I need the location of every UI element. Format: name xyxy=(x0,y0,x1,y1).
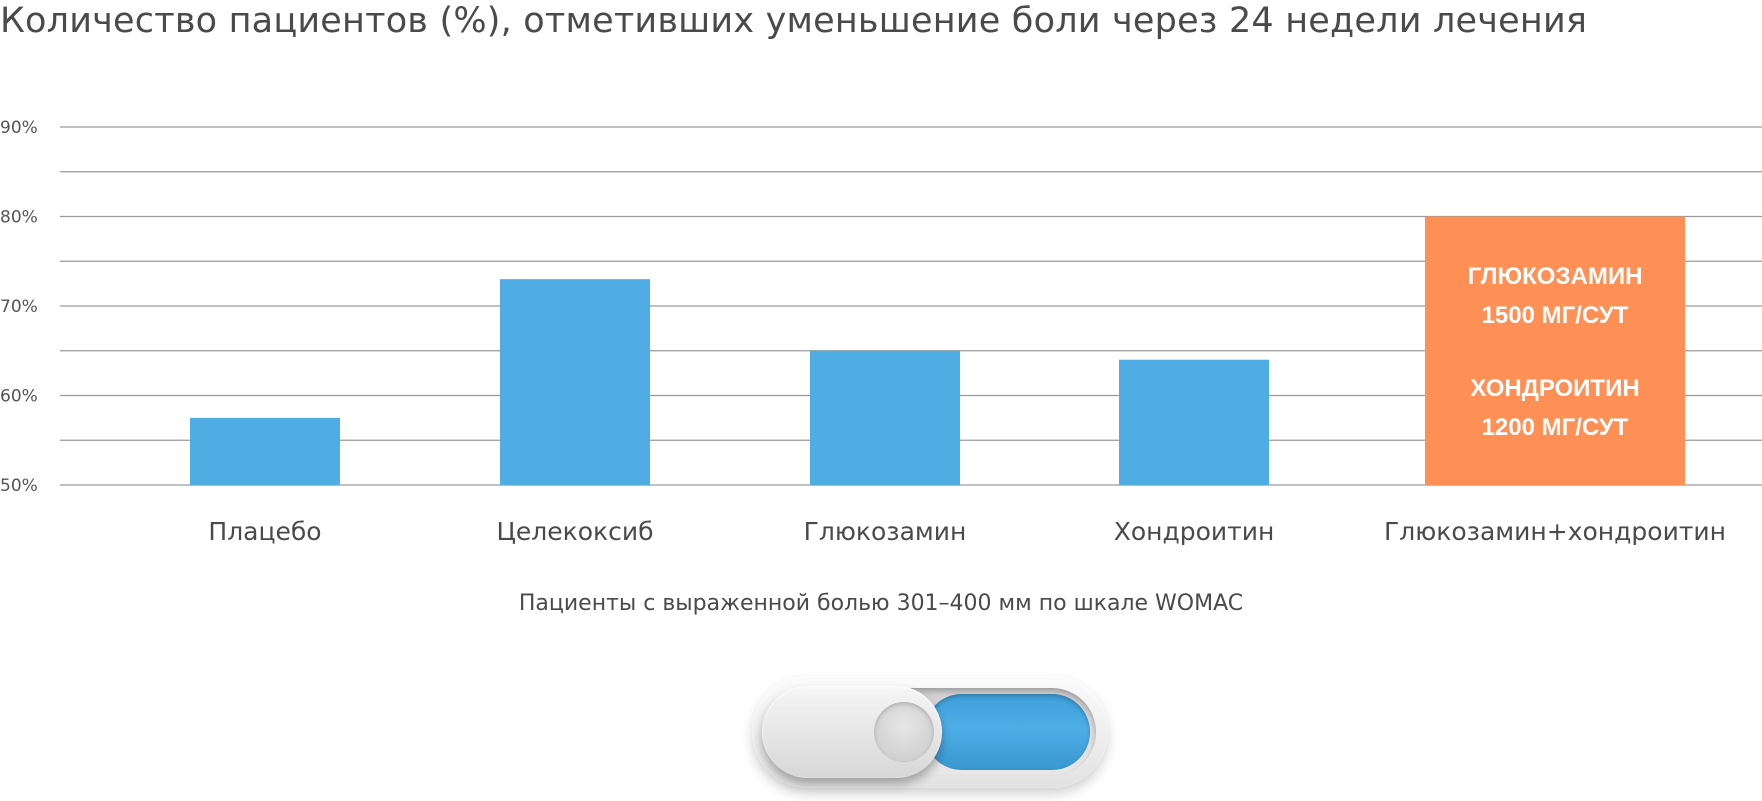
category-label: Хондроитин xyxy=(1114,517,1275,546)
annotation-line: 1500 МГ/СУТ xyxy=(1482,302,1629,329)
bars xyxy=(190,216,1685,485)
bar-3 xyxy=(810,350,960,485)
highlight-bar-annotation: ГЛЮКОЗАМИН 1500 МГ/СУТ ХОНДРОИТИН 1200 МГ/С… xyxy=(1468,263,1643,441)
y-axis-ticks: 50% 60% 70% 80% 90% xyxy=(0,118,38,496)
toggle-knob[interactable] xyxy=(762,686,942,778)
chart-title: Количество пациентов (%), отметивших уме… xyxy=(0,1,1588,41)
category-label: Глюкозамин xyxy=(804,517,967,546)
y-tick-label: 70% xyxy=(0,297,38,317)
y-tick-label: 60% xyxy=(0,387,38,407)
x-axis-label: Пациенты с выраженной болью 301–400 мм п… xyxy=(518,591,1244,616)
category-label: Целекоксиб xyxy=(496,517,653,546)
y-tick-label: 80% xyxy=(0,208,38,228)
annotation-line: 1200 МГ/СУТ xyxy=(1482,414,1629,441)
category-label: Глюкозамин+хондроитин xyxy=(1384,517,1726,546)
bar-2 xyxy=(500,279,650,485)
category-label: Плацебо xyxy=(208,517,321,546)
toggle-knob-dot xyxy=(874,702,934,762)
y-tick-label: 90% xyxy=(0,118,38,138)
bar-5 xyxy=(1425,216,1685,485)
annotation-line: ХОНДРОИТИН xyxy=(1470,375,1639,402)
x-axis-category-labels: Плацебо Целекоксиб Глюкозамин Хондроитин Глю… xyxy=(208,517,1726,546)
bar-1 xyxy=(190,417,340,485)
annotation-line: ГЛЮКОЗАМИН xyxy=(1468,263,1643,290)
toggle-switch[interactable] xyxy=(752,676,1108,788)
bar-4 xyxy=(1119,359,1269,485)
y-tick-label: 50% xyxy=(0,476,38,496)
toggle-fill xyxy=(924,694,1090,770)
bar-chart: 50% 60% 70% 80% 90% Плацебо Целекоксиб Глюкоза… xyxy=(0,118,1762,546)
